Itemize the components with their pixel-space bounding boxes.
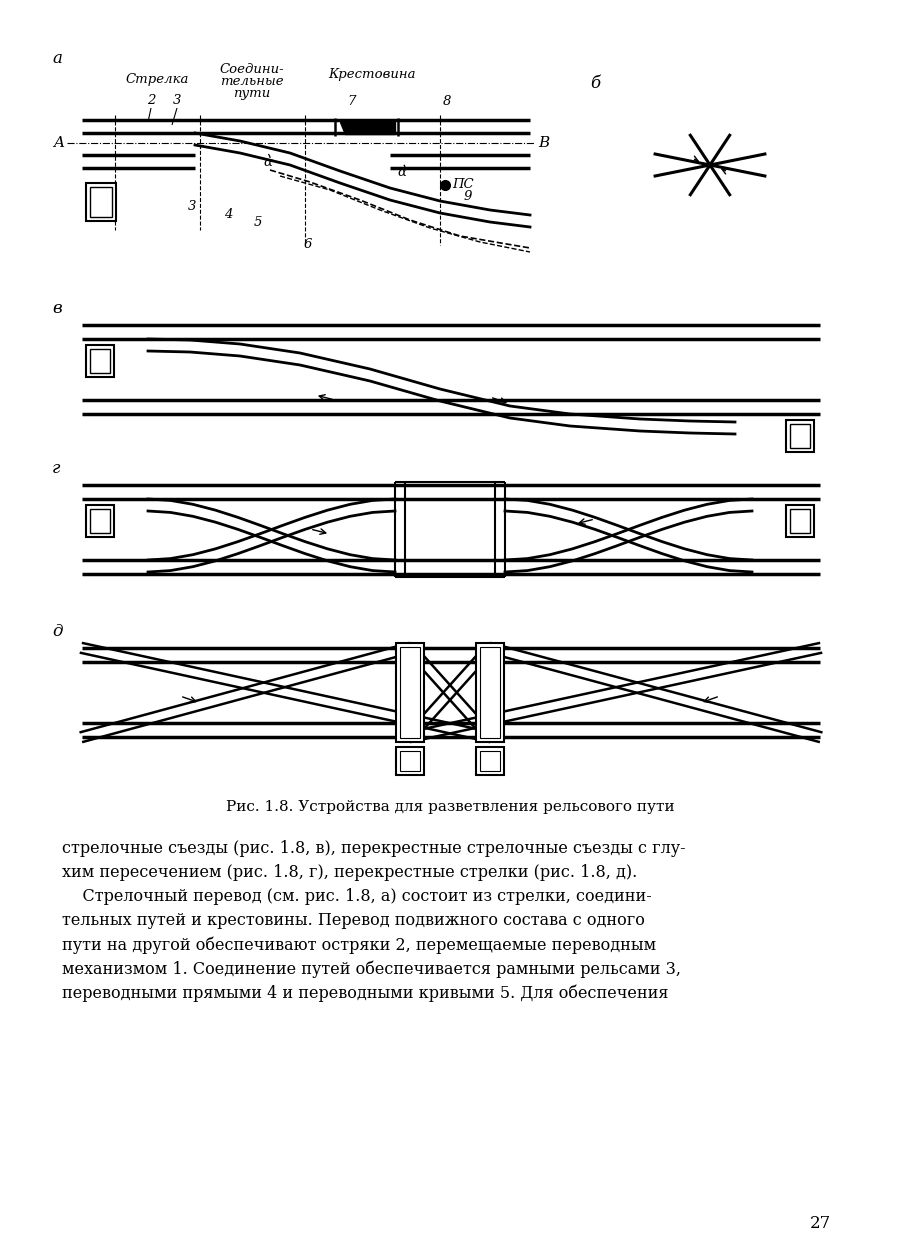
- Text: пути на другой обеспечивают остряки 2, перемещаемые переводным: пути на другой обеспечивают остряки 2, п…: [62, 936, 656, 953]
- Text: α: α: [398, 165, 407, 179]
- Text: 7: 7: [347, 96, 356, 108]
- Bar: [396, 747, 424, 774]
- Polygon shape: [340, 122, 395, 134]
- Bar: [396, 643, 424, 742]
- Bar: [786, 419, 814, 452]
- Bar: [476, 643, 504, 742]
- Text: 27: 27: [809, 1215, 831, 1232]
- Bar: [480, 647, 500, 738]
- Text: механизмом 1. Соединение путей обеспечивается рамными рельсами 3,: механизмом 1. Соединение путей обеспечив…: [62, 961, 681, 978]
- Text: а: а: [52, 50, 62, 67]
- Text: α: α: [264, 156, 273, 170]
- Text: стрелочные съезды (рис. 1.8, в), перекрестные стрелочные съезды с глу-: стрелочные съезды (рис. 1.8, в), перекре…: [62, 840, 686, 858]
- Bar: [786, 505, 814, 537]
- Bar: [90, 349, 110, 374]
- Text: в: в: [52, 300, 61, 316]
- Bar: [476, 747, 504, 774]
- Text: ПС: ПС: [452, 177, 473, 191]
- Bar: [790, 424, 810, 448]
- Text: 5: 5: [254, 216, 262, 230]
- Bar: [90, 187, 112, 217]
- Text: Рис. 1.8. Устройства для разветвления рельсового пути: Рис. 1.8. Устройства для разветвления ре…: [226, 800, 674, 814]
- Text: пути: пути: [233, 87, 271, 101]
- Text: 3: 3: [188, 200, 196, 213]
- Text: 9: 9: [464, 190, 473, 204]
- Text: Соедини-: Соедини-: [220, 63, 284, 76]
- Text: г: г: [52, 460, 60, 477]
- Text: хим пересечением (рис. 1.8, г), перекрестные стрелки (рис. 1.8, д).: хим пересечением (рис. 1.8, г), перекрес…: [62, 864, 637, 881]
- Bar: [480, 751, 500, 771]
- Text: B: B: [538, 137, 549, 150]
- Bar: [86, 345, 114, 377]
- Text: A: A: [53, 137, 64, 150]
- Text: 3: 3: [173, 94, 181, 107]
- Text: Стрелка: Стрелка: [125, 73, 189, 86]
- Text: 2: 2: [147, 94, 155, 107]
- Bar: [400, 647, 420, 738]
- Text: б: б: [590, 74, 600, 92]
- Text: д: д: [52, 623, 62, 640]
- Bar: [86, 182, 116, 221]
- Bar: [86, 505, 114, 537]
- Bar: [400, 751, 420, 771]
- Text: 8: 8: [443, 96, 451, 108]
- Text: Крестовина: Крестовина: [328, 68, 416, 81]
- Text: переводными прямыми 4 и переводными кривыми 5. Для обеспечения: переводными прямыми 4 и переводными крив…: [62, 984, 669, 1001]
- Bar: [790, 509, 810, 532]
- Text: 6: 6: [304, 238, 312, 251]
- Text: 4: 4: [224, 208, 232, 221]
- Text: тельные: тельные: [220, 74, 284, 88]
- Text: тельных путей и крестовины. Перевод подвижного состава с одного: тельных путей и крестовины. Перевод подв…: [62, 912, 645, 930]
- Text: Стрелочный перевод (см. рис. 1.8, а) состоит из стрелки, соедини-: Стрелочный перевод (см. рис. 1.8, а) сос…: [62, 889, 652, 905]
- Bar: [90, 509, 110, 532]
